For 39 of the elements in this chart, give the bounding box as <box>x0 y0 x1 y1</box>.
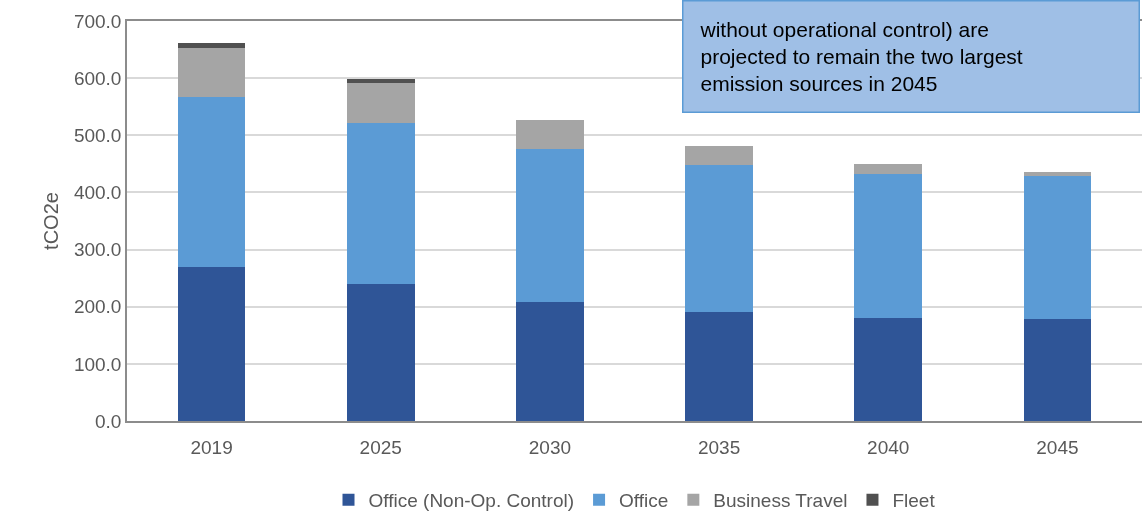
bar <box>177 266 246 421</box>
bar <box>1023 318 1092 421</box>
bar <box>346 283 415 421</box>
bar <box>1023 172 1092 176</box>
y-tick-label: 300.0 <box>73 239 122 261</box>
legend-label: Business Travel <box>713 490 848 512</box>
y-tick-label: 700.0 <box>73 10 122 32</box>
bar <box>516 149 584 302</box>
bar <box>177 42 246 48</box>
y-tick-label: 400.0 <box>73 182 122 204</box>
y-tick-label: 100.0 <box>73 353 122 375</box>
x-tick-label: 2035 <box>697 436 741 458</box>
bar <box>854 174 923 318</box>
bar <box>177 97 246 267</box>
bar <box>346 83 415 123</box>
x-tick-label: 2040 <box>867 436 910 458</box>
bar <box>516 301 584 421</box>
bar <box>346 122 415 284</box>
legend-label: Fleet <box>892 490 936 512</box>
legend-label: Office <box>619 490 669 512</box>
bar <box>177 47 246 97</box>
x-tick-label: 2030 <box>528 436 572 458</box>
bar <box>685 146 753 165</box>
y-tick-label: 0.0 <box>95 410 122 432</box>
y-tick-label: 600.0 <box>73 67 122 89</box>
x-tick-label: 2019 <box>190 436 233 458</box>
legend-label: Office (Non-Op. Control) <box>368 490 575 512</box>
bar <box>685 165 753 312</box>
x-tick-label: 2045 <box>1036 436 1079 458</box>
bar <box>1023 175 1092 319</box>
bar <box>854 163 923 175</box>
y-tick-label: 500.0 <box>73 124 122 146</box>
bar <box>685 311 753 421</box>
y-tick-label: 200.0 <box>73 296 122 318</box>
bar <box>516 119 584 149</box>
bar <box>854 317 923 421</box>
x-tick-label: 2025 <box>359 436 402 458</box>
y-axis-title: tCO2e <box>39 192 62 250</box>
annotation: without operational control) are projected to remain the two largest emission sources in 2045 <box>699 17 1023 96</box>
